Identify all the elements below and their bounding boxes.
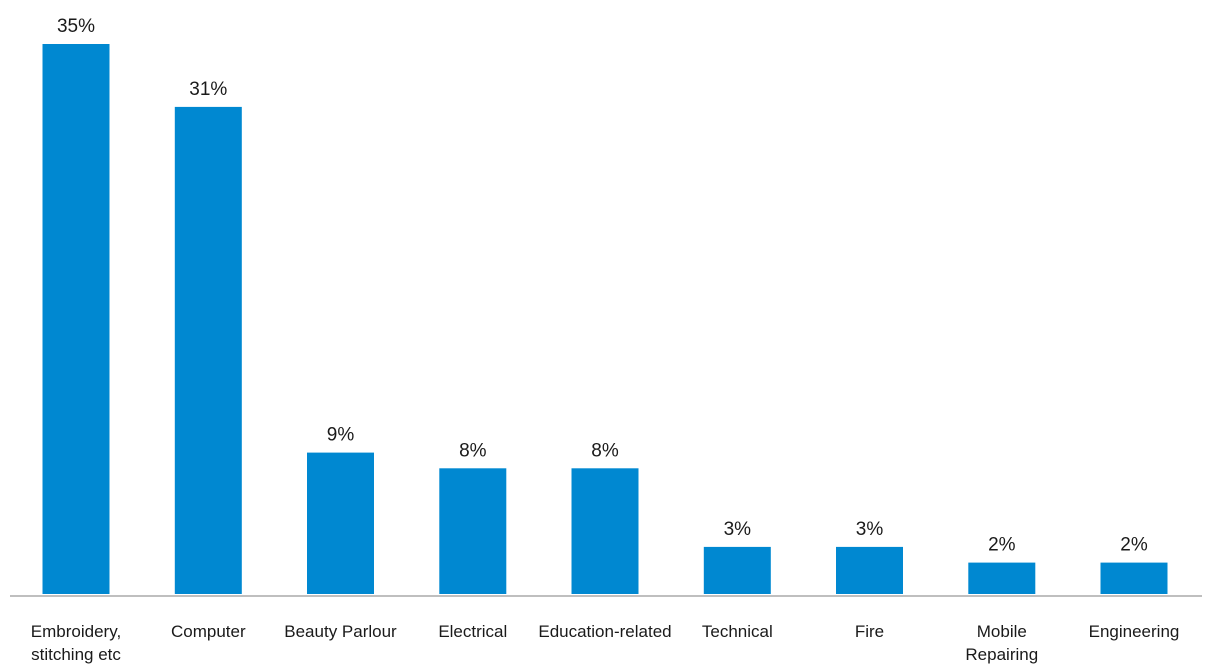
bar-7 (968, 562, 1036, 594)
data-label-0: 35% (57, 16, 95, 37)
bar-2 (307, 452, 374, 594)
data-label-1: 31% (189, 79, 227, 100)
category-label-3: Electrical (438, 622, 507, 641)
data-label-6: 3% (856, 519, 884, 540)
category-label-0: Embroidery, stitching etc (31, 622, 122, 664)
category-label-6: Fire (855, 622, 884, 641)
bar-3 (439, 468, 507, 594)
category-label-1: Computer (171, 622, 246, 641)
category-labels-group: Embroidery, stitching etc Computer Beauty P… (31, 622, 1180, 664)
data-label-4: 8% (591, 440, 619, 461)
data-label-5: 3% (724, 519, 752, 540)
bars-group (42, 44, 1168, 595)
bar-0 (42, 44, 110, 594)
data-label-8: 2% (1120, 535, 1148, 556)
category-label-2: Beauty Parlour (284, 622, 397, 641)
value-labels-group: 35% 31% 9% 8% 8% 3% 3% 2% 2% (57, 16, 1148, 556)
data-label-2: 9% (327, 425, 355, 446)
category-label-8: Engineering (1089, 622, 1180, 641)
data-label-7: 2% (988, 535, 1016, 556)
bar-6 (836, 546, 903, 594)
category-label-7: Mobile Repairing (965, 622, 1038, 664)
bar-1 (174, 106, 242, 595)
category-label-4: Education-related (538, 622, 671, 641)
bar-5 (703, 546, 771, 594)
bar-4 (571, 468, 639, 594)
bar-8 (1100, 562, 1168, 594)
category-label-5: Technical (702, 622, 773, 641)
data-label-3: 8% (459, 440, 487, 461)
